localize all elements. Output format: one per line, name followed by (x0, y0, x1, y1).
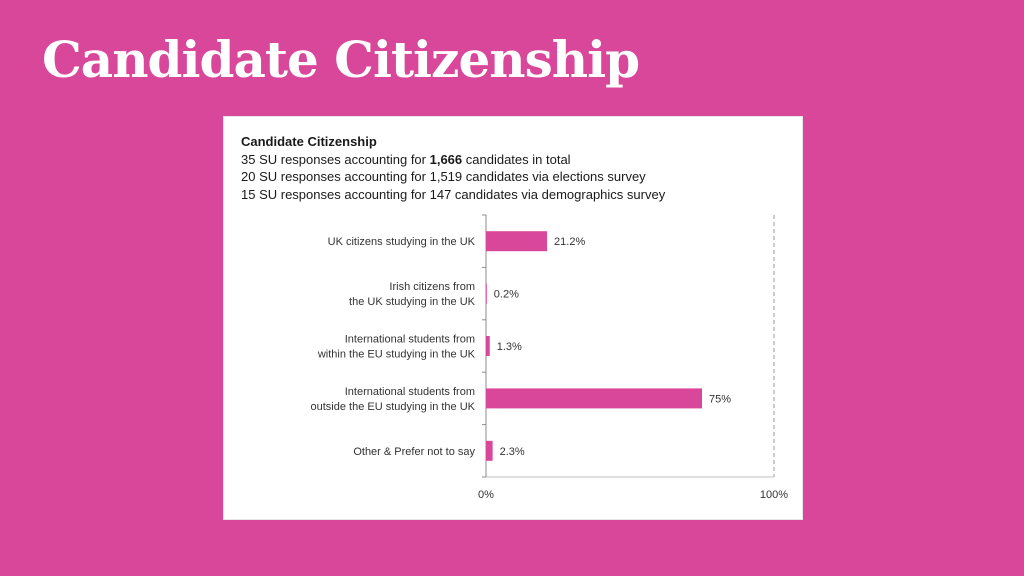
bar-value-label: 21.2% (554, 236, 585, 248)
category-label-line: Other & Prefer not to say (353, 446, 475, 458)
category-label: International students from outside the E… (311, 386, 476, 413)
category-label-line: International students from (345, 386, 475, 398)
slide-title: Candidate Citizenship (42, 30, 640, 89)
chart-header: Candidate Citizenship 35 SU responses ac… (241, 133, 665, 203)
subtitle-text-post: candidates in total (462, 151, 571, 167)
chart-title: Candidate Citizenship (241, 134, 377, 149)
category-label: International students from within the EU… (317, 334, 476, 361)
x-tick-label: 0% (478, 489, 494, 501)
bar (486, 283, 487, 304)
category-label-line: Irish citizens from (389, 281, 475, 293)
category-label: Irish citizens from the UK studying in th… (349, 281, 476, 308)
bar (486, 336, 490, 356)
subtitle-total-count: 1,666 (429, 151, 463, 167)
bar-value-label: 0.2% (494, 289, 519, 301)
chart-card: Candidate Citizenship 35 SU responses ac… (223, 116, 803, 520)
chart-subtitle-demographics: 15 SU responses accounting for 147 candi… (241, 186, 666, 202)
bar (486, 440, 493, 461)
category-label: UK citizens studying in the UK (328, 236, 476, 248)
category-label-line: UK citizens studying in the UK (328, 236, 476, 248)
bar-value-label: 1.3% (497, 341, 522, 353)
category-label-line: the UK studying in the UK (349, 296, 476, 308)
category-label-line: International students from (345, 334, 475, 346)
subtitle-text-pre: 35 SU responses accounting for (241, 151, 430, 167)
chart-subtitle-total: 35 SU responses accounting for 1,666 can… (241, 151, 665, 169)
bar-value-label: 75% (709, 393, 731, 405)
bar (486, 388, 702, 409)
bar-value-label: 2.3% (500, 446, 525, 458)
category-label-line: outside the EU studying in the UK (311, 401, 476, 413)
bar-chart: 21.2% UK citizens studying in the UK 0.2% I… (311, 214, 788, 501)
bar (486, 231, 548, 252)
chart-subtitle-elections: 20 SU responses accounting for 1,519 can… (241, 169, 646, 184)
category-label-line: within the EU studying in the UK (317, 349, 476, 361)
x-tick-label: 100% (760, 489, 788, 501)
category-label: Other & Prefer not to say (353, 446, 475, 458)
